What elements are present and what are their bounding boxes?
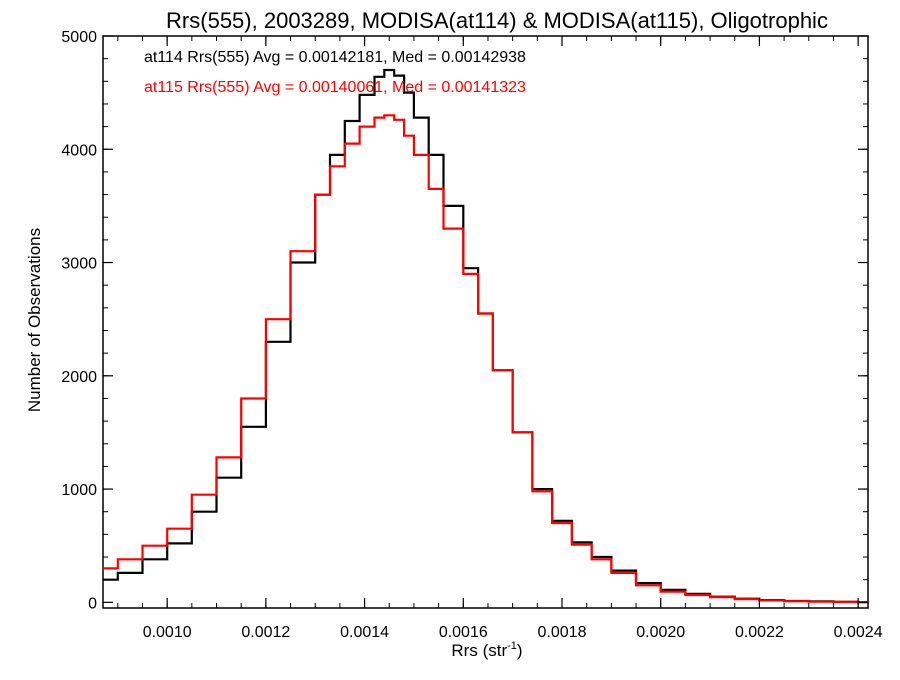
y-tick-label: 5000 [61, 29, 97, 46]
plot-frame [102, 35, 869, 609]
series-line-0 [103, 68, 870, 604]
legend-entry-at114: at114 Rrs(555) Avg = 0.00142181, Med = 0… [144, 49, 526, 66]
x-tick-label: 0.0018 [538, 624, 587, 641]
legend: at114 Rrs(555) Avg = 0.00142181, Med = 0… [144, 49, 526, 96]
y-tick-label: 0 [88, 595, 97, 612]
x-tick-label: 0.0012 [241, 624, 290, 641]
x-axis-label-superscript: -1 [507, 640, 517, 652]
y-tick-label: 2000 [61, 369, 97, 386]
x-tick-label: 0.0010 [143, 624, 192, 641]
y-tick-label: 1000 [61, 482, 97, 499]
plot-layer [102, 35, 869, 609]
x-tick-label: 0.0022 [735, 624, 784, 641]
y-axis-label: Number of Observations [25, 228, 44, 412]
ticks-layer: 0.0010 0.0012 0.0014 0.0016 0.0018 0.0020 0.00… [61, 29, 882, 641]
x-axis-label: Rrs (str-1) [451, 640, 522, 660]
x-tick-label: 0.0014 [340, 624, 389, 641]
x-tick-label: 0.0024 [834, 624, 883, 641]
x-axis-label-main: Rrs (str [451, 641, 507, 660]
y-tick-label: 4000 [61, 142, 97, 159]
x-tick-label: 0.0016 [439, 624, 488, 641]
x-tick-label: 0.0020 [636, 624, 685, 641]
y-tick-label: 3000 [61, 256, 97, 273]
legend-entry-at115: at115 Rrs(555) Avg = 0.00140061, Med = 0… [144, 79, 526, 96]
series-layer [103, 68, 870, 604]
x-axis-label-end: ) [517, 641, 523, 660]
series-line-1 [103, 114, 870, 604]
chart-title: Rrs(555), 2003289, MODISA(at114) & MODIS… [166, 8, 828, 33]
